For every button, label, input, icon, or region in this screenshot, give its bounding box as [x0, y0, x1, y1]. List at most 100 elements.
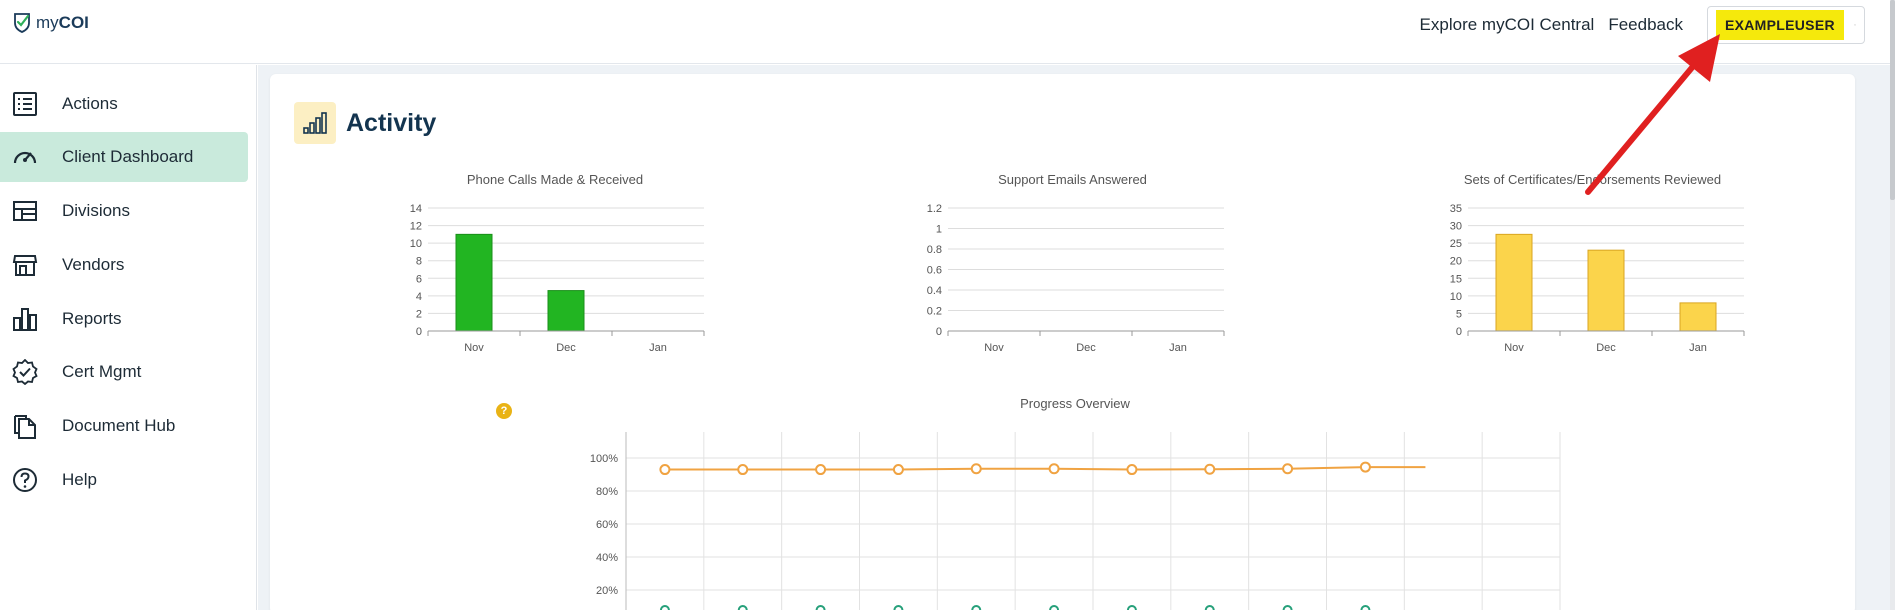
bar[interactable] [1495, 233, 1533, 332]
data-point[interactable] [1204, 463, 1216, 475]
feedback-link[interactable]: Feedback [1608, 15, 1683, 34]
help-circle-icon [13, 468, 37, 492]
x-tick-label: Nov [464, 342, 484, 354]
y-tick-label: 60% [596, 519, 618, 531]
sidebar-item-label: Cert Mgmt [62, 362, 142, 381]
certificates-reviewed-bar-chart: 0 5 10 15 20 25 30 35 Nov Dec Jan [1450, 203, 1745, 354]
bar[interactable] [455, 233, 493, 332]
data-point[interactable] [1126, 464, 1138, 476]
data-point[interactable] [737, 464, 749, 476]
data-point[interactable] [659, 605, 670, 610]
shield-check-icon [14, 13, 30, 33]
data-point[interactable] [1048, 463, 1060, 475]
speedometer-icon [13, 151, 37, 164]
y-tick-label: 0.4 [927, 285, 942, 297]
chart-title-support-emails: Support Emails Answered [998, 172, 1147, 187]
top-bar: myCOI Explore myCOI Central Feedback EXA… [0, 0, 1895, 64]
chart-title-certificates-reviewed: Sets of Certificates/Endorsements Review… [1463, 172, 1722, 187]
sidebar-item-label: Vendors [62, 255, 125, 274]
x-tick-label: Nov [984, 342, 1004, 354]
page-title: Activity [346, 108, 437, 137]
data-point[interactable] [1282, 463, 1294, 475]
data-point[interactable] [893, 605, 904, 610]
data-point[interactable] [815, 464, 827, 476]
sidebar-item-label: Help [62, 470, 97, 489]
sidebar-item-label: Document Hub [62, 416, 176, 435]
y-tick-label: 100% [590, 453, 618, 465]
y-tick-label: 40% [596, 552, 618, 564]
data-point[interactable] [971, 605, 982, 610]
data-point[interactable] [737, 605, 748, 610]
data-point[interactable] [1359, 461, 1371, 473]
chart-title-progress-overview: Progress Overview [1020, 396, 1130, 411]
data-point[interactable] [1126, 605, 1137, 610]
y-tick-label: 20% [596, 585, 618, 597]
top-links: Explore myCOI Central Feedback EXAMPLEUS… [1420, 0, 1895, 50]
user-menu-button[interactable]: EXAMPLEUSER [1707, 6, 1865, 44]
y-tick-label: 8 [416, 256, 422, 268]
sidebar-item-label: Divisions [62, 201, 131, 220]
x-tick-label: Dec [1596, 342, 1616, 354]
explore-central-link[interactable]: Explore myCOI Central [1419, 15, 1595, 34]
sidebar-item-help[interactable]: Help [0, 455, 248, 505]
bar-chart-icon [13, 308, 37, 331]
data-point[interactable] [970, 463, 982, 475]
y-tick-label: 20 [1450, 256, 1462, 268]
sidebar-item-label: Actions [62, 94, 118, 113]
y-tick-label: 5 [1456, 308, 1462, 320]
sidebar-item-divisions[interactable]: Divisions [0, 186, 248, 236]
x-tick-label: Dec [1076, 342, 1096, 354]
y-tick-label: 25 [1450, 238, 1462, 250]
data-point[interactable] [659, 464, 671, 476]
y-tick-label: 0 [1456, 326, 1462, 338]
x-tick-label: Jan [1689, 342, 1707, 354]
logo-text: myCOI [36, 13, 89, 32]
y-tick-label: 12 [410, 221, 422, 233]
data-point[interactable] [1360, 605, 1371, 610]
progress-overview-line-chart: 20% 40% 60% 80% 100% [590, 432, 1561, 610]
data-point[interactable] [1204, 605, 1215, 610]
sidebar-item-client-dashboard[interactable]: Client Dashboard [0, 132, 248, 182]
storefront-icon [12, 255, 38, 276]
phone-calls-bar-chart: 0 2 4 6 8 10 12 14 Nov Dec Jan [410, 203, 705, 354]
x-tick-label: Nov [1504, 342, 1524, 354]
y-tick-label: 15 [1450, 273, 1462, 285]
y-tick-label: 14 [410, 203, 422, 215]
sidebar-item-reports[interactable]: Reports [0, 294, 248, 344]
mycoi-logo[interactable]: myCOI [12, 12, 89, 34]
data-point[interactable] [1282, 605, 1293, 610]
list-icon [13, 92, 37, 116]
x-tick-label: Jan [649, 342, 667, 354]
scrollbar-track[interactable] [1890, 0, 1895, 610]
data-point[interactable] [892, 464, 904, 476]
annotation-arrow [1585, 34, 1720, 195]
sidebar-item-cert-mgmt[interactable]: Cert Mgmt [0, 347, 248, 397]
progress-help-icon[interactable]: ? [496, 403, 512, 419]
sidebar-item-document-hub[interactable]: Document Hub [0, 401, 248, 451]
sidebar-item-vendors[interactable]: Vendors [0, 240, 248, 290]
y-tick-label: 1.2 [927, 203, 942, 215]
y-tick-label: 2 [416, 308, 422, 320]
y-tick-label: 30 [1450, 221, 1462, 233]
series-line [664, 466, 1426, 471]
scrollbar-thumb[interactable] [1890, 0, 1895, 200]
bar[interactable] [1587, 249, 1625, 332]
data-point[interactable] [815, 605, 826, 610]
chevron-down-icon [1853, 24, 1856, 26]
documents-icon [14, 415, 36, 439]
y-tick-label: 0 [416, 326, 422, 338]
bar[interactable] [547, 290, 585, 332]
activity-header: Activity [294, 102, 436, 144]
activity-card [270, 74, 1855, 610]
y-tick-label: 6 [416, 273, 422, 285]
y-tick-label: 0.2 [927, 306, 942, 318]
badge-check-icon [12, 359, 38, 385]
y-tick-label: 80% [596, 486, 618, 498]
sidebar-item-actions[interactable]: Actions [0, 79, 248, 129]
chart-title-phone-calls: Phone Calls Made & Received [466, 172, 644, 187]
y-tick-label: 10 [1450, 291, 1462, 303]
layout-icon [13, 201, 37, 221]
data-point[interactable] [1049, 605, 1060, 610]
bar[interactable] [1679, 302, 1717, 332]
y-tick-label: 0.6 [927, 265, 942, 277]
